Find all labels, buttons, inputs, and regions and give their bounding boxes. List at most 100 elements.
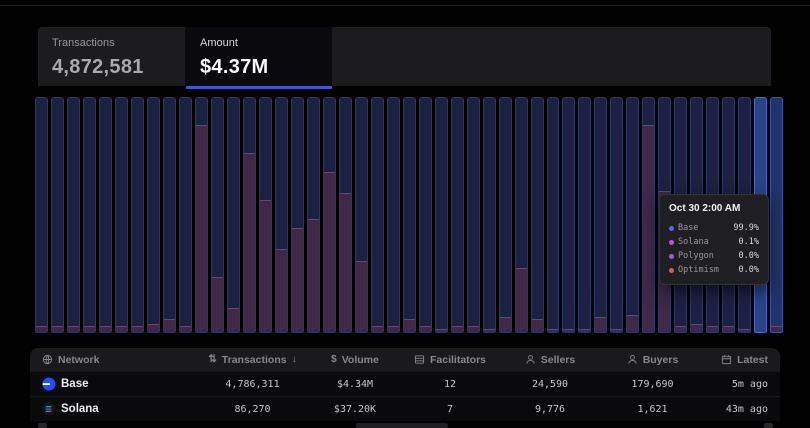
cell-sellers: 24,590 [531,378,569,390]
polygon-segment [339,192,351,332]
chart-bar[interactable] [450,97,464,333]
polygon-segment [707,326,719,332]
tooltip-network-value: 0.0% [738,265,759,275]
polygon-segment [195,125,207,332]
stat-tabs: Transactions 4,872,581 Amount $4.37M [38,27,771,89]
chart-bar[interactable] [418,97,432,333]
polygon-segment [36,326,47,332]
polygon-segment [323,171,335,332]
chart-bar[interactable] [322,97,336,333]
chart-bar[interactable] [242,97,256,333]
cell-transactions: 4,786,311 [225,378,280,390]
chart-bar[interactable] [178,97,192,333]
chart-bar[interactable] [530,97,544,333]
polygon-segment [595,316,607,332]
pagination-prev-cutoff[interactable] [38,423,47,428]
chart-bar[interactable] [354,97,368,333]
column-label: Network [58,353,100,366]
tab-transactions[interactable]: Transactions 4,872,581 [38,27,185,86]
polygon-segment [115,326,127,332]
chart-bar[interactable] [434,97,448,333]
tooltip-network-name: Optimism [678,265,719,275]
chart-bar[interactable] [466,97,480,333]
polygon-segment [355,260,367,332]
cell-volume: $4.34M [336,378,374,390]
chart-bar[interactable] [258,97,272,333]
column-header-network[interactable]: Network [30,354,195,366]
column-header-buyers[interactable]: Buyers [600,354,705,366]
chart-bar[interactable] [306,97,320,333]
cell-volume: $37.20K [333,403,377,415]
chart-bar[interactable] [338,97,352,333]
polygon-segment [371,326,383,332]
column-label: Facilitators [429,353,487,366]
tab-transactions-value: 4,872,581 [52,56,144,78]
tooltip-network-name: Solana [678,237,709,247]
chart-bar[interactable] [482,97,496,333]
tab-amount[interactable]: Amount $4.37M [185,27,332,89]
chart-bar[interactable] [114,97,128,333]
chart-bar[interactable] [514,97,528,333]
chart-bar[interactable] [130,97,144,333]
chart-bar[interactable] [610,97,624,333]
chart-bar[interactable] [370,97,384,333]
network-name: Base [61,378,89,390]
pagination-label-cutoff [356,423,448,428]
polygon-segment [387,326,399,332]
chart-bar[interactable] [546,97,560,333]
network-name: Solana [61,403,99,415]
networks-table: Network ⇅ Transactions ↓ $ Volume Facilitators… [30,348,780,421]
polygon-segment [451,326,463,332]
column-header-transactions[interactable]: ⇅ Transactions ↓ [195,354,310,366]
chart-bar[interactable] [98,97,112,333]
globe-icon [42,354,53,365]
column-header-latest[interactable]: Latest [705,354,780,366]
chart-bar[interactable] [35,97,48,333]
tooltip-entry: Solana 0.1% [669,237,759,247]
tooltip-network-name: Polygon [678,251,714,261]
chart-bar[interactable] [210,97,224,333]
chart-bar[interactable] [594,97,608,333]
polygon-segment [179,326,191,332]
chart-bar[interactable] [194,97,208,333]
chart-bar[interactable] [386,97,400,333]
chart-bar[interactable] [578,97,592,333]
polygon-segment [723,326,735,332]
chart-bar[interactable] [274,97,288,333]
polygon-segment [515,267,527,332]
column-header-volume[interactable]: $ Volume [310,354,400,366]
chart-bar[interactable] [770,97,784,333]
chart-bar[interactable] [146,97,160,333]
chart-bar[interactable] [226,97,240,333]
table-row-base[interactable]: Base 4,786,311 $4.34M 12 24,590 179,690 5m ago [30,371,780,396]
chart-bar[interactable] [402,97,416,333]
sort-direction-icon: ↓ [291,354,297,365]
polygon-segment [259,199,271,332]
chart-bar[interactable] [562,97,576,333]
polygon-segment [291,228,303,332]
chart-bar[interactable] [50,97,64,333]
polygon-segment [579,328,591,332]
networks-table-body: Base 4,786,311 $4.34M 12 24,590 179,690 5m ago… [30,371,780,421]
cell-latest: 43m ago [725,403,768,415]
chart-bar[interactable] [290,97,304,333]
column-header-sellers[interactable]: Sellers [500,354,600,366]
chart-bar[interactable] [66,97,80,333]
chart-bar[interactable] [498,97,512,333]
cell-facilitators: 7 [446,403,454,415]
pagination-next-cutoff[interactable] [764,423,773,428]
polygon-segment [499,316,511,332]
chart-bar[interactable] [162,97,176,333]
table-row-solana[interactable]: Solana 86,270 $37.20K 7 9,776 1,621 43m ago [30,396,780,421]
chart-bar[interactable] [82,97,96,333]
tooltip-network-value: 99.9% [733,223,759,233]
chart-bar[interactable] [642,97,656,333]
polygon-segment [275,249,287,332]
polygon-segment [691,323,703,332]
chart-tooltip-title: Oct 30 2:00 AM [669,203,741,214]
polygon-segment [83,326,95,332]
column-header-facilitators[interactable]: Facilitators [400,354,500,366]
polygon-segment [211,277,223,332]
chart-bar[interactable] [626,97,640,333]
tooltip-entry: Base 99.9% [669,223,759,233]
